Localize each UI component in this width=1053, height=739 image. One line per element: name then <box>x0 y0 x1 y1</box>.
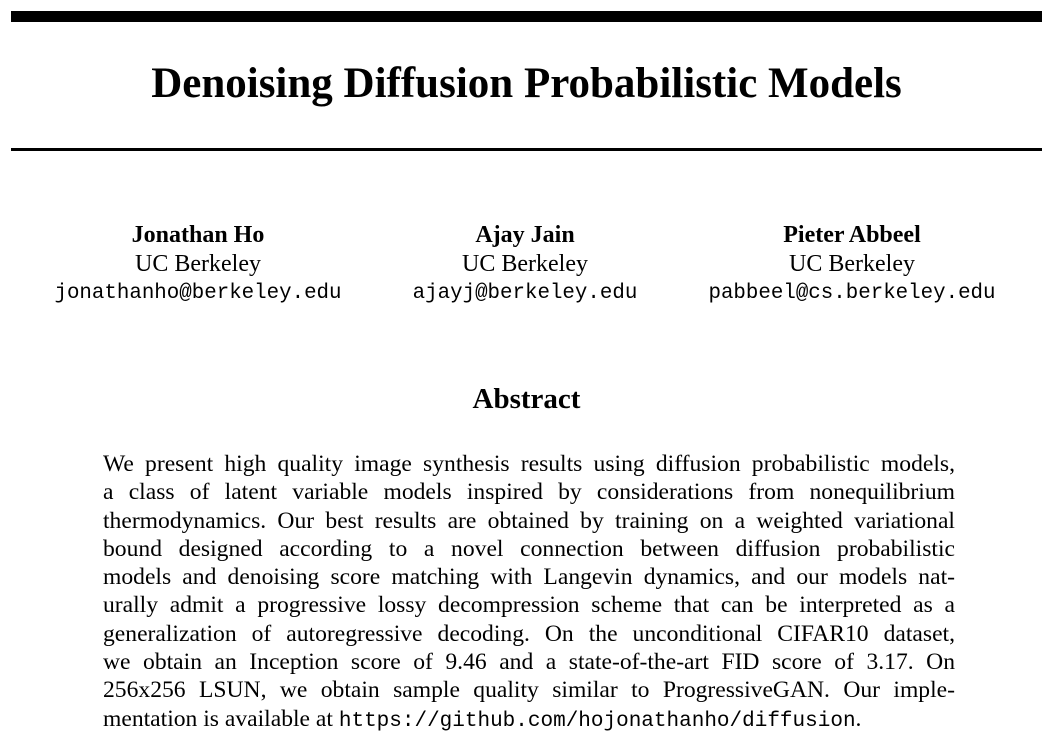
abstract-line: urally admit a progressive lossy decompr… <box>103 592 955 619</box>
author-email[interactable]: pabbeel@cs.berkeley.edu <box>708 282 996 305</box>
abstract-line: 256x256 LSUN, we obtain sample quality s… <box>103 677 955 704</box>
author-name: Jonathan Ho <box>131 222 265 248</box>
abstract-line: generalization of autoregressive decodin… <box>103 620 955 647</box>
author-name: Ajay Jain <box>475 222 575 248</box>
paper-title: Denoising Diffusion Probabilistic Models <box>151 60 902 107</box>
author-block: Ajay Jain UC Berkeley ajayj@berkeley.edu <box>345 221 705 308</box>
abstract-body: We present high quality image synthesis … <box>103 450 955 733</box>
title-rule <box>11 148 1042 151</box>
abstract-line: a class of latent variable models inspir… <box>103 479 955 506</box>
abstract-heading: Abstract <box>472 383 581 415</box>
author-name: Pieter Abbeel <box>783 222 921 248</box>
author-block: Pieter Abbeel UC Berkeley pabbeel@cs.ber… <box>672 221 1032 308</box>
author-affiliation: UC Berkeley <box>789 251 915 277</box>
abstract-line: We present high quality image synthesis … <box>103 451 955 477</box>
abstract-last-line-prefix: mentation is available at <box>103 705 339 732</box>
code-url-link[interactable]: https://github.com/hojonathanho/diffusio… <box>338 709 856 733</box>
author-email[interactable]: jonathanho@berkeley.edu <box>54 282 342 305</box>
top-rule <box>11 11 1042 22</box>
author-affiliation: UC Berkeley <box>462 251 588 277</box>
abstract-line: we obtain an Inception score of 9.46 and… <box>103 649 955 676</box>
abstract-line: bound designed according to a novel conn… <box>103 535 955 562</box>
abstract-last-line: mentation is available at https://github… <box>103 705 955 733</box>
author-block: Jonathan Ho UC Berkeley jonathanho@berke… <box>18 221 378 308</box>
abstract-line: models and denoising score matching with… <box>103 564 955 591</box>
abstract-last-line-suffix: . <box>855 705 862 732</box>
author-affiliation: UC Berkeley <box>135 251 261 277</box>
author-email[interactable]: ajayj@berkeley.edu <box>412 282 638 305</box>
abstract-line: thermodynamics. Our best results are obt… <box>103 507 955 534</box>
